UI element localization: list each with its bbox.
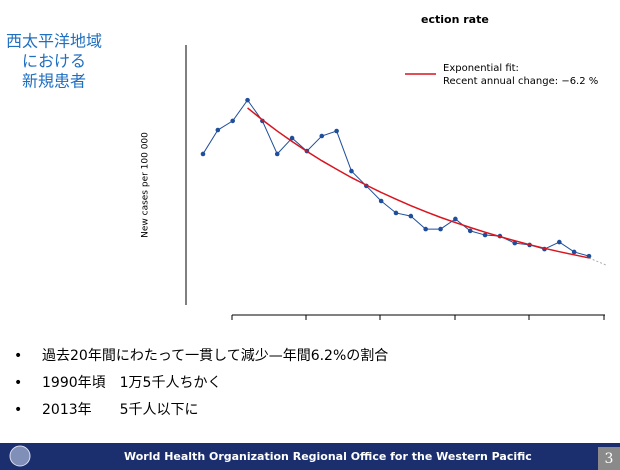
svg-text:•: •: [14, 348, 22, 364]
footer-text: World Health Organization Regional Offic…: [124, 450, 532, 463]
data-point: [289, 135, 295, 141]
footer-bar: [0, 443, 620, 470]
data-point: [334, 128, 339, 134]
chart-title: ection rate: [421, 13, 489, 26]
bullet: 1990年頃 1万5千人ちかく: [42, 375, 221, 391]
bullet: 2013年 5千人以下に: [42, 402, 199, 418]
data-point: [393, 210, 399, 216]
data-point: [571, 249, 577, 255]
heading-line: 西太平洋地域: [6, 32, 102, 51]
bullets: • 過去20年間にわたって一貫して減少—年間6.2%の割合 • 1990年頃 1万5…: [14, 347, 388, 418]
x-axis: [231, 314, 605, 320]
data-point: [408, 213, 414, 219]
heading-line: 新規患者: [22, 72, 86, 91]
page-number: 3: [605, 451, 614, 467]
data-line: [202, 99, 590, 257]
data-point: [467, 228, 473, 234]
data-point: [482, 232, 488, 238]
data-point: [200, 151, 206, 157]
data-point: [215, 127, 221, 133]
data-point: [512, 240, 518, 246]
bullet: 過去20年間にわたって一貫して減少—年間6.2%の割合: [42, 347, 388, 364]
svg-text:•: •: [14, 402, 22, 418]
logo: [9, 445, 31, 467]
data-point: [230, 118, 235, 124]
heading-line: における: [22, 52, 86, 71]
annotation: Recent annual change: −6.2 %: [443, 76, 598, 87]
data-point: [274, 151, 280, 157]
data-point: [245, 97, 250, 103]
data-point: [438, 226, 443, 232]
svg-text:•: •: [14, 375, 22, 391]
fit-extension: [588, 257, 607, 266]
data-point: [423, 226, 428, 232]
legend-label: Exponential fit:: [443, 63, 519, 74]
data-point: [557, 239, 562, 245]
data-point: [453, 216, 458, 222]
data-point: [349, 168, 354, 174]
fit-line: [247, 107, 590, 259]
page-box: [598, 447, 620, 470]
data-point: [378, 198, 384, 204]
y-axis-label: New cases per 100 000: [141, 132, 151, 238]
data-point: [319, 133, 325, 139]
